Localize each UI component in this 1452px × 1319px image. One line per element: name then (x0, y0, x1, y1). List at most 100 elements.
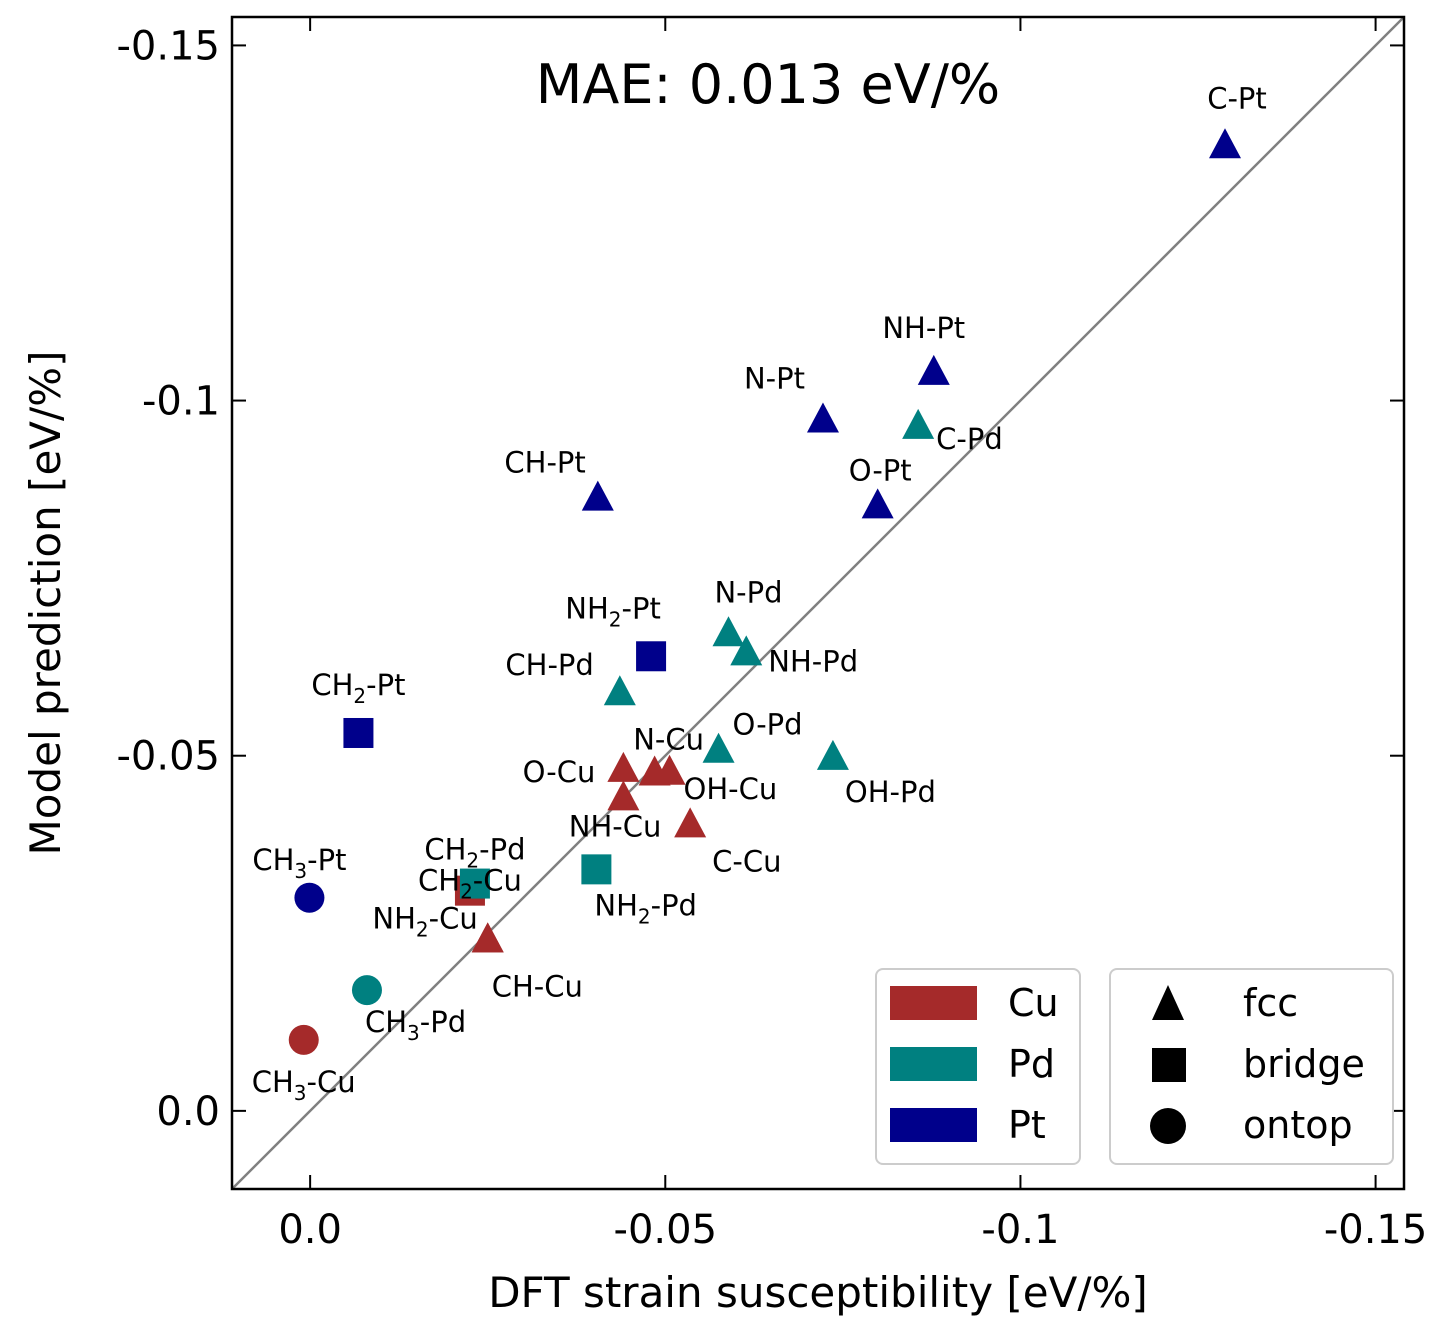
point-label-subscript: 3 (407, 1021, 420, 1045)
x-axis-label: DFT strain susceptibility [eV/%] (488, 1268, 1148, 1317)
point-label: O-Pt (849, 453, 912, 487)
point-n-pt-fcc (806, 402, 839, 433)
point-label: CH3-Cu (252, 1065, 356, 1105)
point-c-cu-fcc (674, 807, 707, 838)
point-label-adsorbate: O (523, 755, 547, 789)
point-ch2-pd-bridge (459, 868, 490, 899)
point-label: O-Cu (523, 755, 596, 789)
point-label-metal: -Cu (728, 772, 777, 806)
point-label-adsorbate: NH (594, 888, 638, 922)
legend-metals: Cu Pd Pt (875, 968, 1081, 1165)
point-label-adsorbate: N (633, 722, 655, 756)
point-label-adsorbate: C (1207, 81, 1227, 115)
point-c-pd-fcc (902, 408, 935, 439)
point-ch3-pt-ontop (294, 882, 325, 913)
point-label-subscript: 2 (353, 684, 366, 708)
point-label: C-Pd (936, 422, 1003, 456)
point-label-adsorbate: N (744, 361, 766, 395)
point-label-subscript: 2 (466, 849, 479, 873)
point-label-adsorbate: NH (882, 311, 926, 345)
point-label-adsorbate: C (712, 844, 732, 878)
legend-pt-swatch (890, 1108, 977, 1142)
point-label-adsorbate: CH (252, 843, 294, 877)
point-label-metal: -Pt (1227, 81, 1266, 115)
point-label-adsorbate: NH (565, 591, 609, 625)
legend-bridge-marker (1152, 1048, 1186, 1082)
legend-pt-label: Pt (1008, 1103, 1046, 1147)
point-label: NH2-Pt (565, 591, 661, 631)
point-label-metal: -Pt (622, 591, 661, 625)
point-ch2-pt-bridge (343, 717, 374, 748)
point-o-cu-fcc (607, 751, 640, 782)
legend-pd-label: Pd (1008, 1042, 1055, 1086)
point-label-metal: -Cu (546, 755, 595, 789)
legend-fcc-label: fcc (1243, 981, 1298, 1025)
point-label-metal: -Pd (956, 422, 1002, 456)
point-label-adsorbate: OH (684, 772, 729, 806)
point-label-metal: -Pt (766, 361, 805, 395)
x-tick-label: -0.05 (614, 1207, 718, 1253)
point-label: NH-Pd (768, 644, 858, 678)
point-label-subscript: 2 (638, 904, 651, 928)
point-label-metal: -Pd (420, 1005, 466, 1039)
point-label: N-Pd (714, 575, 782, 609)
point-oh-pd-fcc (816, 739, 849, 770)
point-label: CH3-Pd (365, 1005, 466, 1045)
point-ch-cu-fcc (471, 922, 504, 953)
x-tick-label: 0.0 (278, 1207, 342, 1253)
point-label-metal: -Cu (732, 844, 781, 878)
y-tick-label: -0.1 (142, 379, 220, 425)
point-label-metal: -Pd (890, 775, 936, 809)
point-label-adsorbate: CH (252, 1065, 294, 1099)
point-label-adsorbate: C (936, 422, 956, 456)
legend-ontop-label: ontop (1243, 1103, 1353, 1147)
point-label-metal: -Pd (736, 575, 782, 609)
legend-pd-swatch (890, 1047, 977, 1081)
point-label-adsorbate: NH (569, 809, 613, 843)
point-label: NH2-Pd (594, 888, 697, 928)
point-nh-pt-fcc (917, 354, 950, 385)
point-label: CH2-Pd (424, 833, 525, 873)
point-n-pd-fcc (712, 616, 745, 647)
point-label-adsorbate: NH (372, 901, 416, 935)
x-tick-label: -0.15 (1324, 1207, 1428, 1253)
legend-sites: fcc bridge ontop (1109, 968, 1394, 1165)
point-label-adsorbate: CH (424, 833, 466, 867)
y-axis-label: Model prediction [eV/%] (21, 351, 70, 856)
point-label: C-Cu (712, 844, 781, 878)
y-tick-label: 0.0 (156, 1089, 220, 1135)
point-label: NH-Cu (569, 809, 662, 843)
point-ch3-pd-ontop (351, 975, 382, 1006)
point-label-subscript: 3 (294, 859, 307, 883)
point-label-subscript: 3 (294, 1081, 307, 1105)
point-ch3-cu-ontop (288, 1024, 319, 1055)
point-label-metal: -Pt (926, 311, 965, 345)
point-label-subscript: 2 (460, 880, 473, 904)
point-label-adsorbate: CH (311, 668, 353, 702)
point-label-metal: -Cu (473, 864, 522, 898)
point-c-pt-fcc (1209, 128, 1242, 159)
point-label: CH-Cu (492, 969, 583, 1003)
point-label: C-Pt (1207, 81, 1267, 115)
point-label: NH-Pt (882, 311, 965, 345)
legend-cu-swatch (890, 986, 977, 1020)
point-nh-cu-fcc (607, 780, 640, 811)
point-label-adsorbate: NH (768, 644, 812, 678)
plot-frame (230, 15, 1406, 1191)
point-o-pt-fcc (861, 488, 894, 519)
point-label-metal: -Pt (307, 843, 346, 877)
point-label-subscript: 2 (416, 917, 429, 941)
y-tick-label: -0.05 (117, 734, 221, 780)
point-label-subscript: 2 (609, 607, 622, 631)
point-label-metal: -Cu (612, 809, 661, 843)
point-label-adsorbate: CH (505, 648, 547, 682)
point-label-adsorbate: CH (365, 1005, 407, 1039)
parity-line (232, 17, 1404, 1189)
point-label: CH3-Pt (252, 843, 346, 883)
point-ch-pd-fcc (603, 675, 636, 706)
point-label-metal: -Cu (534, 969, 583, 1003)
point-label-metal: -Cu (429, 901, 478, 935)
point-label-metal: -Cu (307, 1065, 356, 1099)
point-label-adsorbate: N (714, 575, 736, 609)
